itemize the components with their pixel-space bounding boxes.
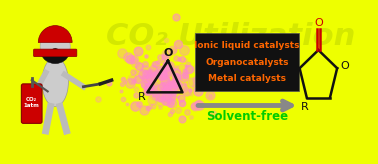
Wedge shape [38,26,72,42]
Text: Solvent-free: Solvent-free [206,110,288,123]
Ellipse shape [42,58,68,106]
Text: R: R [301,102,309,112]
Text: O: O [288,61,296,71]
FancyBboxPatch shape [34,49,77,57]
Text: Organocatalysts: Organocatalysts [205,58,289,67]
Text: CO₂ Utilization: CO₂ Utilization [106,22,356,51]
Text: CO₂
1atm: CO₂ 1atm [24,97,40,108]
Text: R: R [138,92,146,102]
Text: Metal catalysts: Metal catalysts [208,74,286,83]
FancyBboxPatch shape [195,33,299,91]
Text: O: O [314,18,323,28]
Text: O: O [340,61,349,71]
FancyBboxPatch shape [22,84,42,123]
Text: O: O [163,48,173,58]
Wedge shape [41,48,70,64]
Circle shape [40,31,70,61]
Text: Ionic liquid catalysts: Ionic liquid catalysts [194,41,300,51]
